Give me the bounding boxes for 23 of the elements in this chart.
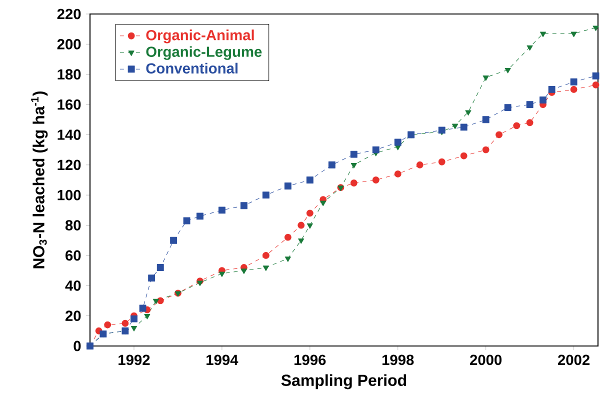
y-tick-label: 200 [57, 39, 81, 50]
legend-label: Organic-Animal [146, 30, 254, 44]
x-tick-label: 1996 [294, 354, 326, 366]
x-axis-title: Sampling Period [281, 374, 406, 390]
y-tick-label: 0 [74, 340, 81, 352]
x-tick-label: 1998 [382, 354, 414, 366]
y-tick-label: 160 [58, 99, 81, 110]
x-tick-label: 2002 [558, 354, 590, 366]
y-tick-label: 220 [57, 8, 81, 20]
y-tick-label: 100 [58, 190, 81, 200]
y-tick-label: 120 [58, 160, 81, 170]
y-tick-label: 20 [65, 310, 81, 321]
y-tick-label: 180 [58, 69, 81, 80]
x-tick-label: 1994 [206, 354, 238, 366]
y-tick-label: 60 [66, 250, 81, 261]
x-tick-label: 1992 [118, 354, 150, 366]
y-tick-label: 40 [65, 280, 81, 291]
y-tick-label: 80 [65, 220, 81, 230]
x-tick-label: 2000 [470, 354, 502, 366]
y-axis-title: NO$_{3}$-N leached (kg ha$^{-1}$) [31, 92, 48, 268]
y-tick-label: 140 [58, 130, 81, 140]
legend-label: Organic-Legume [146, 46, 262, 60]
legend-label: Conventional [146, 62, 238, 74]
